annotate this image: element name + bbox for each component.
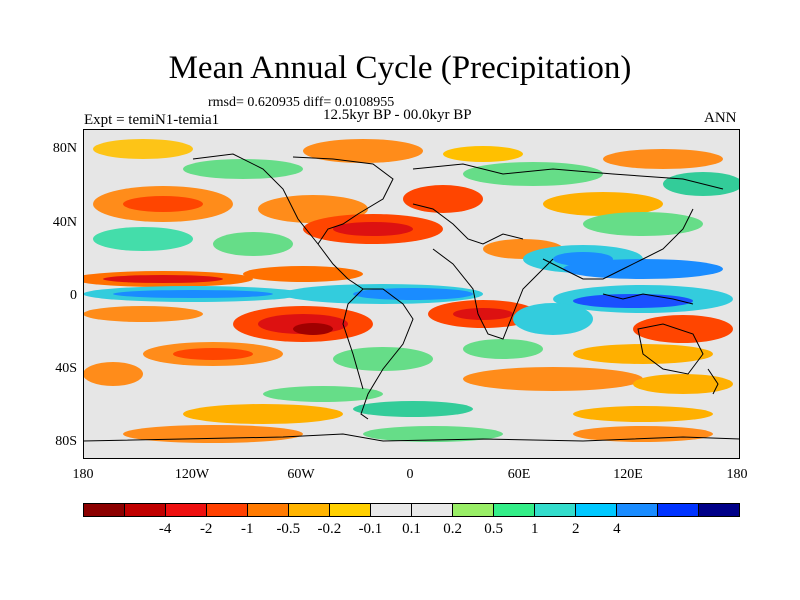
colorbar-swatch — [453, 504, 494, 516]
lon-label-60w: 60W — [287, 467, 315, 482]
colorbar-swatch — [84, 504, 125, 516]
colorbar-label: -0.5 — [276, 521, 301, 537]
plot-title: Mean Annual Cycle (Precipitation) — [168, 50, 632, 86]
colorbar-label: 0.2 — [443, 521, 462, 537]
colorbar-label: 0.5 — [484, 521, 503, 537]
colorbar-swatch — [330, 504, 371, 516]
colorbar-label: -4 — [158, 521, 172, 537]
colorbar-swatch — [412, 504, 453, 516]
colorbar — [83, 503, 740, 517]
period-label: 12.5kyr BP - 00.0kyr BP — [323, 107, 472, 123]
colorbar-swatch — [125, 504, 166, 516]
lon-label-120w: 120W — [174, 467, 210, 482]
precipitation-map — [83, 129, 740, 459]
colorbar-label: 4 — [613, 521, 621, 537]
colorbar-swatch — [371, 504, 412, 516]
colorbar-swatch — [658, 504, 699, 516]
colorbar-swatch — [699, 504, 739, 516]
colorbar-swatch — [207, 504, 248, 516]
lon-label-180e: 180 — [726, 467, 748, 482]
lat-label-80n: 80N — [52, 141, 77, 156]
map-field — [83, 129, 740, 459]
colorbar-label: 0.1 — [402, 521, 421, 537]
season-label: ANN — [704, 110, 737, 126]
colorbar-label: -0.2 — [317, 521, 342, 537]
stats-line: rmsd= 0.620935 diff= 0.0108955 — [208, 95, 395, 110]
map-border — [83, 129, 740, 459]
colorbar-swatch — [494, 504, 535, 516]
colorbar-swatch — [617, 504, 658, 516]
lat-label-40n: 40N — [52, 215, 77, 230]
colorbar-label: 2 — [572, 521, 580, 537]
lat-label-80s: 80S — [55, 434, 77, 449]
lon-label-180w: 180 — [72, 467, 94, 482]
colorbar-swatch — [535, 504, 576, 516]
lat-label-0: 0 — [70, 288, 77, 303]
colorbar-swatch — [166, 504, 207, 516]
experiment-label: Expt = temiN1-temia1 — [84, 112, 220, 128]
colorbar-label: 1 — [530, 521, 539, 537]
colorbar-swatch — [248, 504, 289, 516]
colorbar-swatch — [576, 504, 617, 516]
colorbar-label: -1 — [241, 521, 254, 537]
colorbar-label: -2 — [199, 521, 213, 537]
colorbar-label: -0.1 — [358, 521, 383, 537]
lat-label-40s: 40S — [55, 361, 77, 376]
lon-label-60e: 60E — [507, 467, 531, 482]
lon-label-120e: 120E — [613, 467, 643, 482]
colorbar-swatch — [289, 504, 330, 516]
lon-label-0: 0 — [406, 467, 414, 482]
